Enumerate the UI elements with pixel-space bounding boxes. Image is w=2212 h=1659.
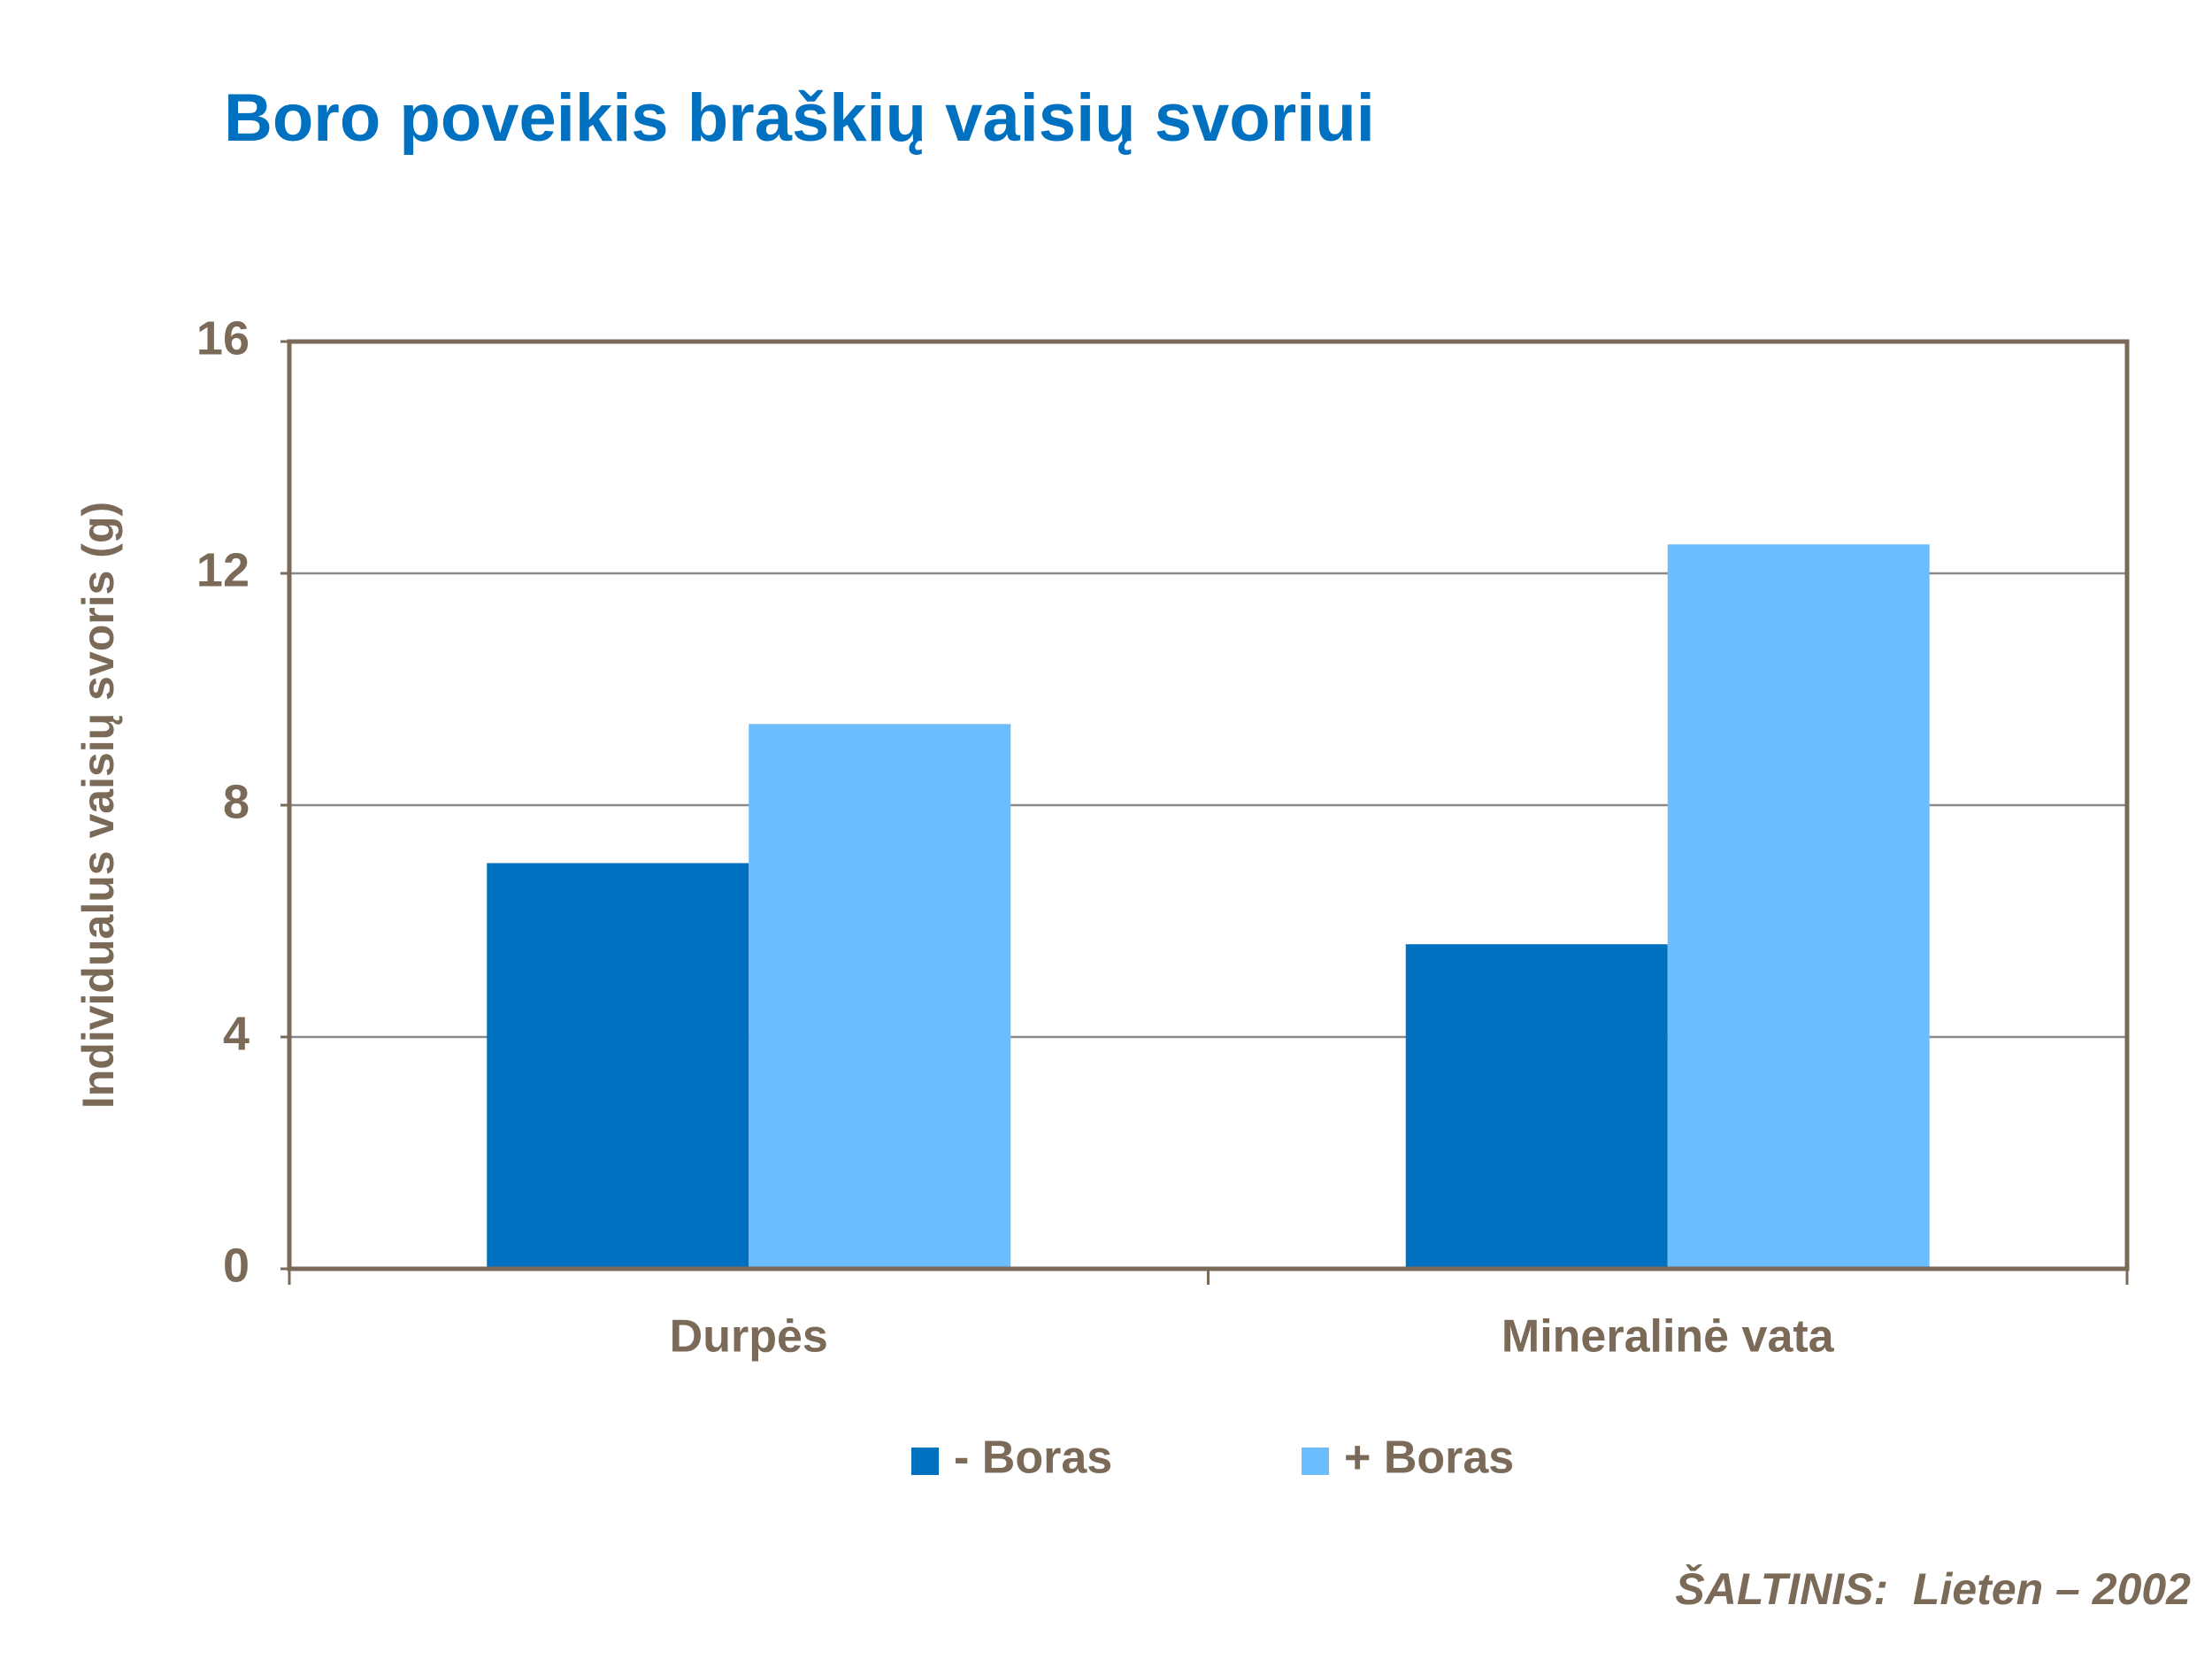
y-tick-label: 4: [223, 1007, 250, 1060]
y-axis-label: Individualus vaisių svoris (g): [73, 502, 123, 1109]
x-tick-label: Durpės: [670, 1311, 828, 1363]
y-tick-label: 16: [196, 311, 250, 365]
legend-swatch: [1302, 1448, 1329, 1475]
legend-swatch: [911, 1448, 939, 1475]
y-tick-label: 12: [196, 543, 250, 596]
bar: [1405, 944, 1668, 1269]
legend-label: + Boras: [1344, 1432, 1514, 1484]
y-tick-label: 0: [223, 1239, 250, 1292]
bar: [487, 863, 749, 1269]
bar: [1667, 544, 1930, 1269]
legend-label: - Boras: [954, 1432, 1112, 1484]
chart-title: Boro poveikis braškių vaisių svoriui: [224, 81, 1375, 156]
y-tick-label: 8: [223, 775, 250, 828]
bar: [749, 724, 1011, 1269]
x-tick-label: Mineralinė vata: [1502, 1311, 1835, 1363]
source-note: ŠALTINIS: Lieten – 2002: [1675, 1563, 2191, 1614]
